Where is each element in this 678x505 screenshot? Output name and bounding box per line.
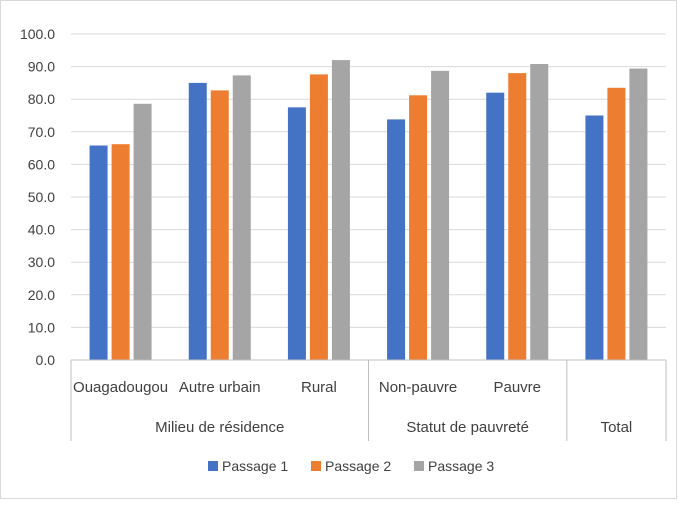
- bar-1-4: [387, 119, 406, 360]
- bar-3-3: [331, 60, 350, 361]
- legend-swatch: [311, 461, 321, 471]
- y-tick-label: 50.0: [28, 189, 55, 205]
- legend: Passage 1 Passage 2 Passage 3: [208, 458, 494, 474]
- bar-3-6: [629, 68, 648, 360]
- x-category-label: Rural: [301, 379, 337, 396]
- bar-2-2: [210, 90, 229, 360]
- bar-1-1: [89, 145, 108, 360]
- bars: [89, 60, 648, 361]
- bar-2-4: [409, 95, 428, 361]
- y-tick-label: 100.0: [20, 26, 55, 42]
- y-tick-label: 0.0: [36, 352, 56, 368]
- y-tick-label: 60.0: [28, 156, 55, 172]
- bar-2-6: [607, 87, 626, 360]
- y-axis-ticks: 0.0 10.0 20.0 30.0 40.0 50.0 60.0 70.0 80.0 90.0 1…: [20, 26, 55, 368]
- x-category-label: Pauvre: [493, 379, 541, 396]
- y-tick-label: 30.0: [28, 254, 55, 270]
- bar-3-2: [232, 75, 251, 360]
- x-category-label: Non-pauvre: [379, 379, 457, 396]
- legend-swatch: [414, 461, 424, 471]
- bar-1-3: [287, 107, 306, 360]
- bar-2-5: [508, 73, 527, 361]
- x-group-label: Statut de pauvreté: [406, 419, 529, 436]
- y-tick-label: 90.0: [28, 59, 55, 75]
- legend-swatch: [208, 461, 218, 471]
- legend-label: Passage 2: [325, 458, 391, 474]
- x-group-label: Total: [601, 419, 633, 436]
- bar-1-6: [585, 115, 604, 360]
- bar-3-1: [133, 103, 152, 360]
- x-axis: Ouagadougou Autre urbain Rural Non-pauvre Pa…: [70, 359, 667, 441]
- legend-label: Passage 3: [428, 458, 494, 474]
- y-tick-label: 10.0: [28, 319, 55, 335]
- bar-3-4: [431, 70, 450, 360]
- gridlines: [71, 33, 666, 328]
- bar-3-5: [530, 63, 549, 360]
- bar-1-5: [486, 92, 505, 361]
- legend-label: Passage 1: [222, 458, 288, 474]
- y-tick-label: 20.0: [28, 287, 55, 303]
- x-category-label: Ouagadougou: [73, 379, 168, 396]
- y-tick-label: 70.0: [28, 124, 55, 140]
- x-group-label: Milieu de résidence: [155, 419, 284, 436]
- bar-2-1: [111, 144, 130, 360]
- y-tick-label: 40.0: [28, 222, 55, 238]
- y-tick-label: 80.0: [28, 91, 55, 107]
- bar-2-3: [309, 74, 328, 360]
- x-category-label: Autre urbain: [179, 379, 261, 396]
- bar-1-2: [188, 82, 207, 361]
